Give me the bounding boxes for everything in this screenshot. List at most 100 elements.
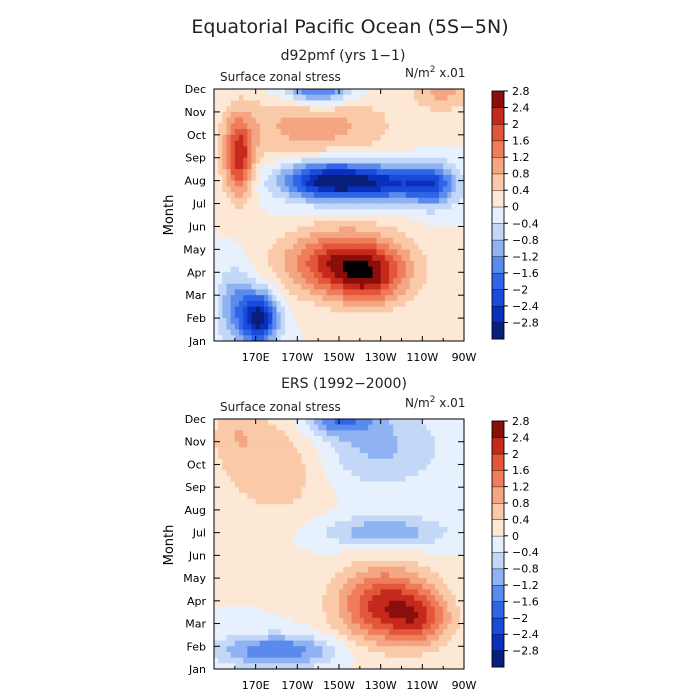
heatmap-cell: [439, 306, 444, 313]
heatmap-cell: [414, 100, 419, 107]
heatmap-cell: [268, 532, 273, 539]
heatmap-cell: [393, 447, 398, 454]
heatmap-cell: [409, 111, 415, 119]
heatmap-cell: [239, 192, 244, 199]
heatmap-cell: [380, 544, 386, 551]
heatmap-cell: [284, 335, 290, 342]
heatmap-cell: [284, 123, 290, 130]
heatmap-cell: [393, 617, 398, 625]
heatmap-cell: [251, 549, 257, 556]
heatmap-cell: [384, 318, 390, 325]
heatmap-cell: [264, 521, 269, 528]
heatmap-cell: [359, 129, 365, 136]
heatmap-cell: [230, 249, 236, 256]
heatmap-cell: [230, 538, 236, 545]
heatmap-cell: [447, 521, 453, 528]
heatmap-cell: [451, 89, 457, 96]
heatmap-cell: [330, 278, 336, 285]
heatmap-cell: [297, 600, 303, 608]
heatmap-cell: [376, 123, 382, 130]
heatmap-cell: [414, 544, 419, 551]
heatmap-cell: [218, 249, 223, 256]
heatmap-cell: [414, 458, 419, 466]
heatmap-cell: [447, 504, 453, 511]
heatmap-cell: [343, 521, 348, 528]
heatmap-cell: [239, 94, 244, 102]
heatmap-cell: [451, 197, 457, 205]
heatmap-cell: [372, 612, 378, 619]
heatmap-cell: [243, 470, 248, 477]
heatmap-cell: [284, 458, 290, 466]
heatmap-cell: [264, 134, 269, 142]
heatmap-cell: [289, 572, 294, 579]
heatmap-cell: [293, 453, 298, 460]
heatmap-cell: [409, 329, 415, 336]
heatmap-cell: [230, 521, 236, 528]
heatmap-cell: [259, 572, 265, 579]
heatmap-cell: [384, 94, 390, 102]
heatmap-cell: [289, 266, 294, 273]
heatmap-cell: [459, 197, 465, 205]
heatmap-cell: [459, 578, 465, 585]
heatmap-cell: [422, 146, 428, 153]
heatmap-cell: [364, 595, 369, 602]
heatmap-cell: [247, 106, 253, 113]
heatmap-cell: [401, 481, 407, 488]
heatmap-cell: [339, 617, 344, 625]
heatmap-cell: [384, 129, 390, 136]
heatmap-cell: [247, 335, 253, 342]
heatmap-cell: [284, 174, 290, 182]
heatmap-cell: [430, 300, 436, 308]
heatmap-cell: [334, 111, 340, 119]
heatmap-cell: [284, 295, 290, 302]
heatmap-cell: [218, 617, 223, 625]
heatmap-cell: [268, 220, 273, 228]
heatmap-cell: [222, 318, 228, 325]
heatmap-cell: [259, 424, 265, 431]
heatmap-cell: [372, 504, 378, 511]
heatmap-cell: [414, 186, 419, 193]
heatmap-cell: [289, 436, 294, 443]
heatmap-cell: [418, 521, 423, 528]
heatmap-cell: [334, 600, 340, 608]
heatmap-cell: [218, 146, 223, 153]
heatmap-cell: [405, 335, 411, 342]
heatmap-cell: [259, 617, 265, 625]
heatmap-cell: [384, 140, 390, 147]
heatmap-cell: [355, 312, 361, 319]
heatmap-cell: [226, 566, 232, 574]
heatmap-cell: [359, 312, 365, 319]
heatmap-cell: [430, 243, 436, 250]
heatmap-cell: [380, 419, 386, 426]
heatmap-cell: [426, 157, 432, 165]
heatmap-cell: [334, 606, 340, 613]
heatmap-cell: [318, 509, 323, 517]
heatmap-cell: [318, 481, 323, 488]
heatmap-cell: [455, 509, 461, 517]
heatmap-cell: [268, 583, 273, 591]
heatmap-cell: [401, 146, 407, 153]
heatmap-cell: [309, 436, 315, 443]
heatmap-cell: [284, 470, 290, 477]
heatmap-cell: [305, 266, 311, 273]
heatmap-cell: [368, 436, 373, 443]
heatmap-cell: [284, 424, 290, 431]
heatmap-cell: [280, 600, 286, 608]
heatmap-cell: [443, 134, 448, 142]
heatmap-cell: [234, 209, 240, 216]
heatmap-cell: [372, 152, 378, 159]
heatmap-cell: [347, 134, 353, 142]
heatmap-cell: [384, 521, 390, 528]
heatmap-cell: [222, 453, 228, 460]
heatmap-cell: [226, 226, 232, 233]
heatmap-cell: [239, 106, 244, 113]
heatmap-cell: [372, 134, 378, 142]
heatmap-cell: [389, 318, 394, 325]
heatmap-cell: [426, 612, 432, 619]
heatmap-cell: [451, 146, 457, 153]
heatmap-cell: [372, 215, 378, 222]
colorbar-label: 0.8: [512, 168, 530, 181]
heatmap-cell: [418, 278, 423, 285]
heatmap-cell: [247, 226, 253, 233]
heatmap-cell: [347, 504, 353, 511]
